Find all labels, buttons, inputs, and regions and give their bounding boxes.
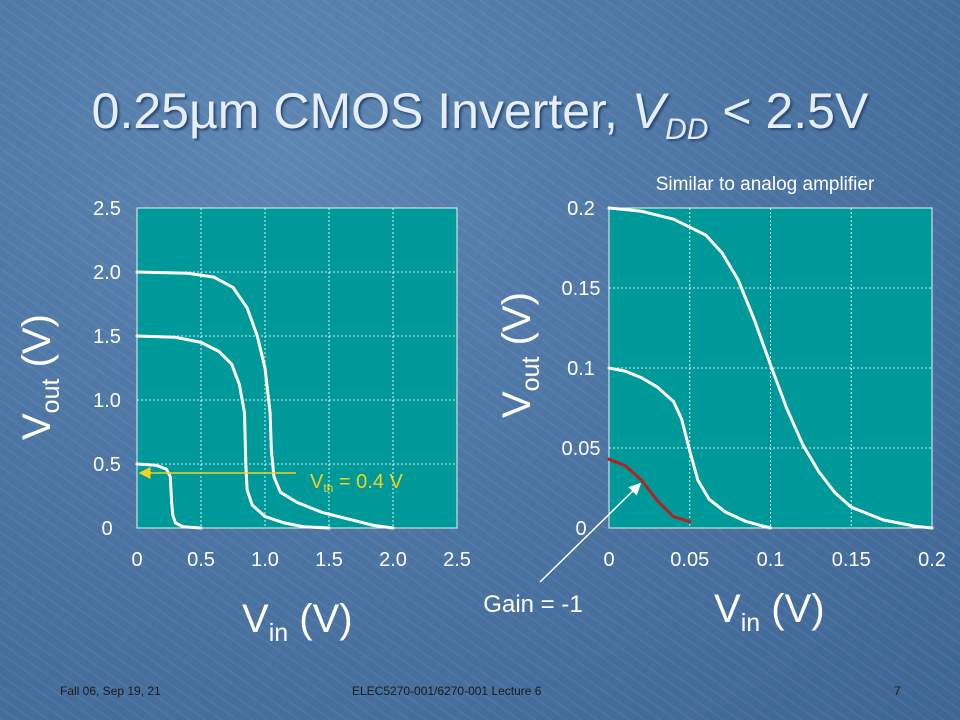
chart2-xtick-label: 0.1 [757,549,785,571]
chart1-xtick-label: 1.0 [251,549,279,571]
slide-title: 0.25µm CMOS Inverter, VDD < 2.5V [0,82,960,147]
chart2-ytick-label: 0 [575,518,586,540]
chart2-series-1-line [607,206,934,530]
chart2-xtick-label: 0.15 [832,549,871,571]
chart1-xtick-label: 2.5 [443,549,471,571]
chart2-ytick-label: 0.15 [562,278,601,300]
chart2-xtick-label: 0 [603,549,614,571]
chart1-frame [136,207,458,529]
chart1-xtick-label: 0.5 [187,549,215,571]
footer-date: Fall 06, Sep 19, 21 [60,684,161,698]
title-var: VDD [631,83,709,146]
chart1-series-3-line [135,462,203,530]
chart2-xlabel: Vin (V) [714,587,825,637]
title-rest: < 2.5V [708,83,869,139]
chart1-plot-area [137,208,457,528]
chart2-ylabel: Vout (V) [495,292,545,418]
chart1-ytick-label: 2.0 [93,262,121,284]
chart2-ytick-label: 0.1 [567,358,595,380]
chart1-series-2-line [135,334,331,530]
chart1-vth-annotation: Vth = 0.4 V [310,471,404,495]
chart1-ytick-label: 1.5 [93,326,121,348]
chart2-series-3-line [607,457,692,524]
chart2-ytick-label: 0.2 [567,198,595,220]
title-main: 0.25µm CMOS Inverter, [91,83,632,139]
chart1-xtick-label: 1.5 [315,549,343,571]
chart2-series-2-line [607,366,772,530]
chart1-ytick-label: 0.5 [93,454,121,476]
footer-course: ELEC5270-001/6270-001 Lecture 6 [352,684,542,698]
chart2-gain-arrow [539,482,642,583]
chart1-xtick-label: 0 [131,549,142,571]
footer-page: 7 [894,684,901,698]
chart1-ytick-label: 0 [101,518,112,540]
chart1-series-1-line [135,270,395,530]
chart2-gain-annotation: Gain = -1 [483,591,582,618]
chart1-ylabel: Vout (V) [15,314,65,440]
chart1-xtick-label: 2.0 [379,549,407,571]
chart1-ytick-label: 2.5 [93,198,121,220]
chart1-xlabel: Vin (V) [242,597,353,647]
chart2-xtick-label: 0.2 [918,549,946,571]
chart2-title: Similar to analog amplifier [656,174,875,195]
chart2-ytick-label: 0.05 [562,438,601,460]
title-sub: DD [665,113,709,146]
chart2-xtick-label: 0.05 [670,549,709,571]
chart1-ytick-label: 1.0 [93,390,121,412]
